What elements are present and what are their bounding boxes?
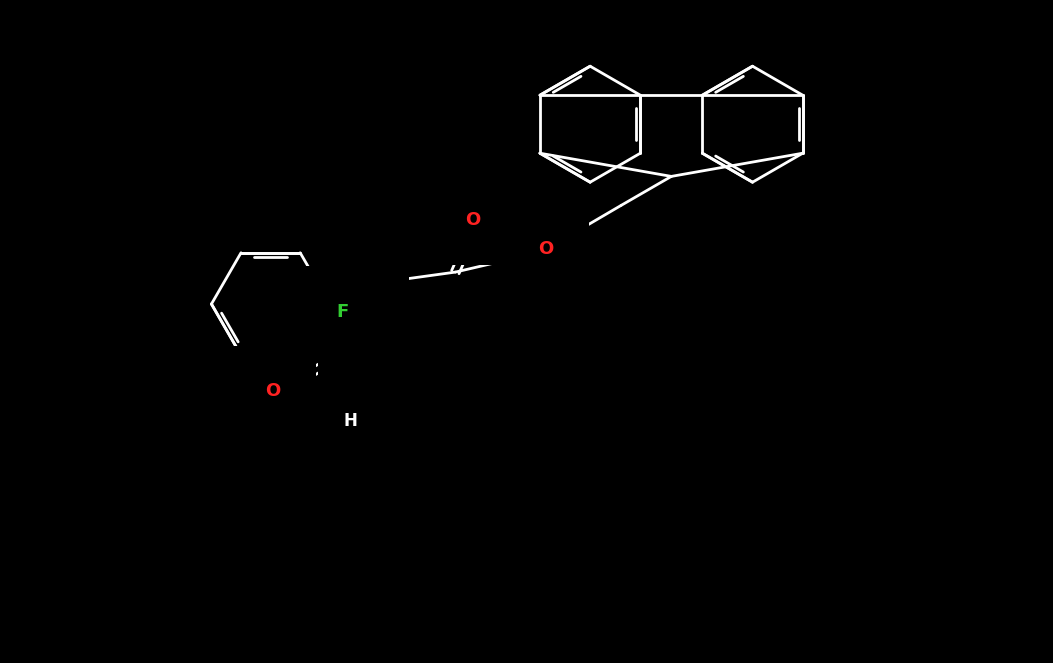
Text: N: N xyxy=(357,277,373,295)
Text: O: O xyxy=(538,240,554,258)
Text: F: F xyxy=(311,302,323,321)
Text: O: O xyxy=(265,382,280,400)
Text: O: O xyxy=(465,211,480,229)
Text: O: O xyxy=(354,387,369,405)
Text: H: H xyxy=(343,412,357,430)
Text: H: H xyxy=(358,258,372,276)
Text: F: F xyxy=(337,302,349,321)
